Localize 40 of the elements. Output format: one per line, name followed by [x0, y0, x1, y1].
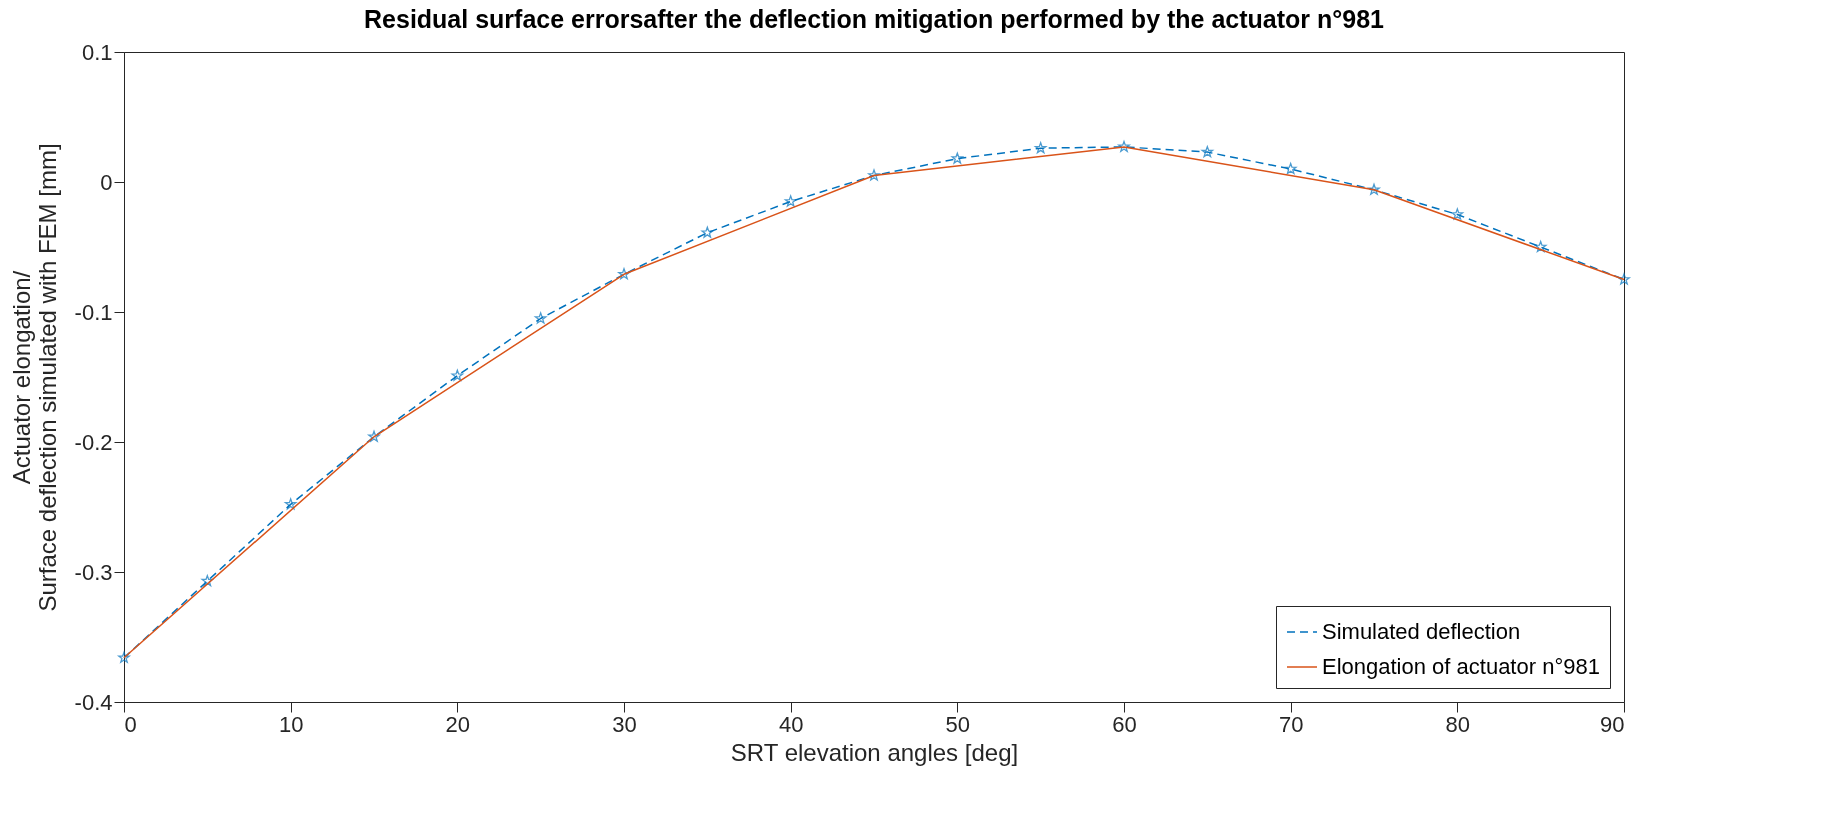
point: [534, 312, 547, 324]
x-tick-label: 40: [778, 711, 804, 737]
x-tick-label: 20: [445, 711, 471, 737]
point: [1534, 240, 1547, 253]
chart-title: Residual surface errorsafter the deflection mitigation performed by the actuator n°981: [364, 5, 1385, 33]
point: [618, 268, 630, 280]
x-tick-label: 50: [945, 711, 971, 737]
x-axis-title: SRT elevation angles [deg]: [730, 738, 1019, 766]
x-tick-label: 30: [612, 711, 637, 737]
point: [118, 651, 130, 663]
x-tick-label: 0: [124, 711, 137, 737]
y-tick-label: 0: [100, 169, 113, 195]
point: [451, 369, 464, 381]
point: [784, 195, 797, 207]
y-tick-label: -0.2: [74, 429, 113, 455]
point: [701, 226, 714, 238]
x-tick-label: 90: [1600, 711, 1625, 737]
y-axis-title: Actuator elongation/ Surface deflection simulated with FEM [mm]: [7, 143, 61, 612]
point: [368, 430, 380, 442]
x-tick-label: 80: [1445, 711, 1471, 737]
point: [1368, 183, 1380, 195]
point: [1118, 140, 1130, 152]
point: [1034, 142, 1047, 154]
point: [284, 498, 297, 510]
x-tick-label: 10: [278, 711, 304, 737]
point: [868, 169, 880, 181]
point: [1451, 208, 1464, 220]
point: [1284, 162, 1297, 175]
point: [201, 574, 214, 587]
legend-label: Simulated deflection: [1322, 619, 1521, 644]
point: [951, 152, 964, 164]
y-tick-label: 0.1: [81, 39, 113, 65]
y-tick-label: -0.3: [74, 559, 113, 585]
legend-label: Elongation of actuator n°981: [1322, 654, 1600, 679]
y-tick-label: -0.4: [74, 689, 113, 715]
y-tick-label: -0.1: [74, 299, 113, 325]
point: [1201, 145, 1214, 158]
x-tick-label: 70: [1278, 711, 1304, 737]
point: [1618, 273, 1630, 285]
x-tick-label: 60: [1112, 711, 1137, 737]
